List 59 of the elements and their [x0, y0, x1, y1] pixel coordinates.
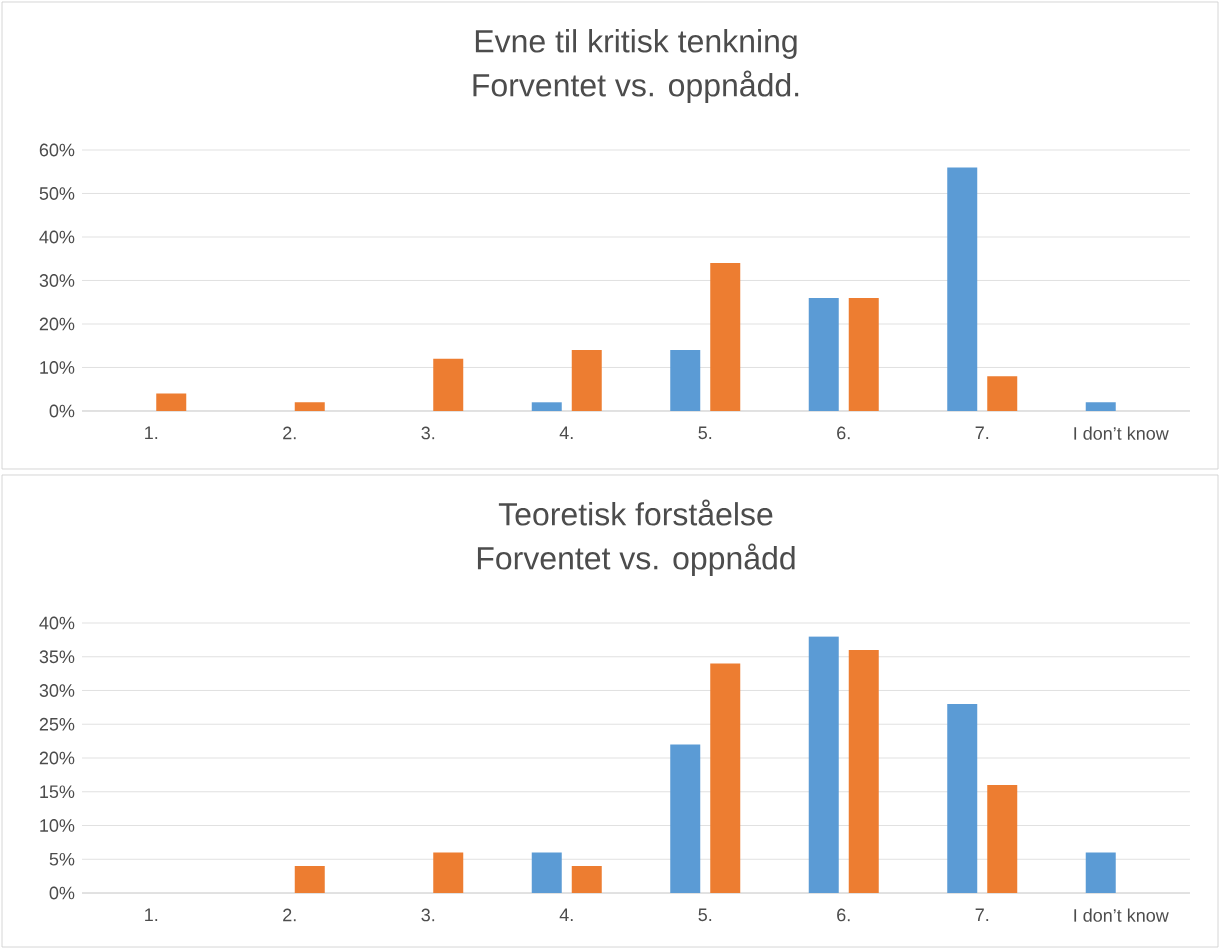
bar — [294, 402, 325, 411]
bar — [947, 167, 978, 411]
y-tick-label: 0% — [49, 886, 75, 900]
x-tick-label: 1. — [145, 908, 158, 921]
x-tick-label: 4. — [559, 908, 573, 921]
y-tick-label: 35% — [39, 650, 75, 664]
x-tick-label: 7. — [975, 426, 989, 439]
y-tick-label: 10% — [40, 361, 75, 374]
bar — [1085, 402, 1116, 411]
x-tick-label: I don’t know — [1074, 908, 1169, 922]
bar — [294, 866, 325, 893]
x-tick-label: 3. — [421, 426, 435, 440]
chart-title: Teoretisk forståelse — [498, 499, 773, 526]
bar — [670, 744, 701, 893]
x-tick-label: I don’t know — [1074, 426, 1169, 440]
bar — [848, 650, 879, 893]
y-tick-label: 50% — [39, 187, 75, 200]
bar — [433, 852, 464, 893]
chart-title: Evne til kritisk tenkning — [475, 29, 797, 59]
bar — [710, 263, 741, 411]
x-tick-label: 7. — [975, 908, 989, 921]
bar — [987, 785, 1018, 893]
y-tick-label: 20% — [39, 751, 75, 765]
y-tick-label: 60% — [39, 143, 75, 157]
bar — [710, 663, 741, 893]
y-tick-label: 0% — [49, 404, 75, 418]
y-tick-label: 10% — [40, 819, 75, 832]
y-tick-label: 25% — [39, 717, 75, 731]
x-tick-label: 1. — [145, 426, 158, 439]
bar — [571, 866, 602, 893]
bar — [1085, 852, 1116, 893]
bar — [531, 402, 562, 411]
bar — [531, 852, 562, 893]
bar — [808, 636, 839, 893]
x-tick-label: 3. — [421, 908, 435, 922]
bar — [156, 393, 187, 411]
bar — [848, 297, 879, 411]
y-tick-label: 20% — [39, 317, 75, 331]
chart-subtitle: Forventet vs. oppnådd — [477, 543, 795, 576]
bar — [947, 704, 978, 893]
chart-subtitle: Forventet vs. oppnådd. — [473, 70, 799, 103]
y-tick-label: 40% — [39, 616, 75, 630]
x-tick-label: 4. — [559, 426, 573, 439]
x-tick-label: 5. — [698, 426, 712, 440]
y-tick-label: 5% — [49, 852, 75, 866]
x-tick-label: 6. — [837, 908, 850, 922]
bar — [808, 297, 839, 411]
bar — [670, 350, 701, 411]
y-tick-label: 30% — [39, 274, 75, 287]
bar — [433, 358, 464, 411]
y-tick-label: 40% — [39, 230, 75, 244]
x-tick-label: 5. — [698, 908, 712, 922]
x-tick-label: 6. — [837, 426, 850, 440]
bar — [987, 376, 1018, 411]
y-tick-label: 15% — [40, 785, 75, 799]
x-tick-label: 2. — [283, 908, 296, 922]
bar — [571, 350, 602, 411]
x-tick-label: 2. — [283, 426, 296, 440]
y-tick-label: 30% — [39, 684, 75, 697]
